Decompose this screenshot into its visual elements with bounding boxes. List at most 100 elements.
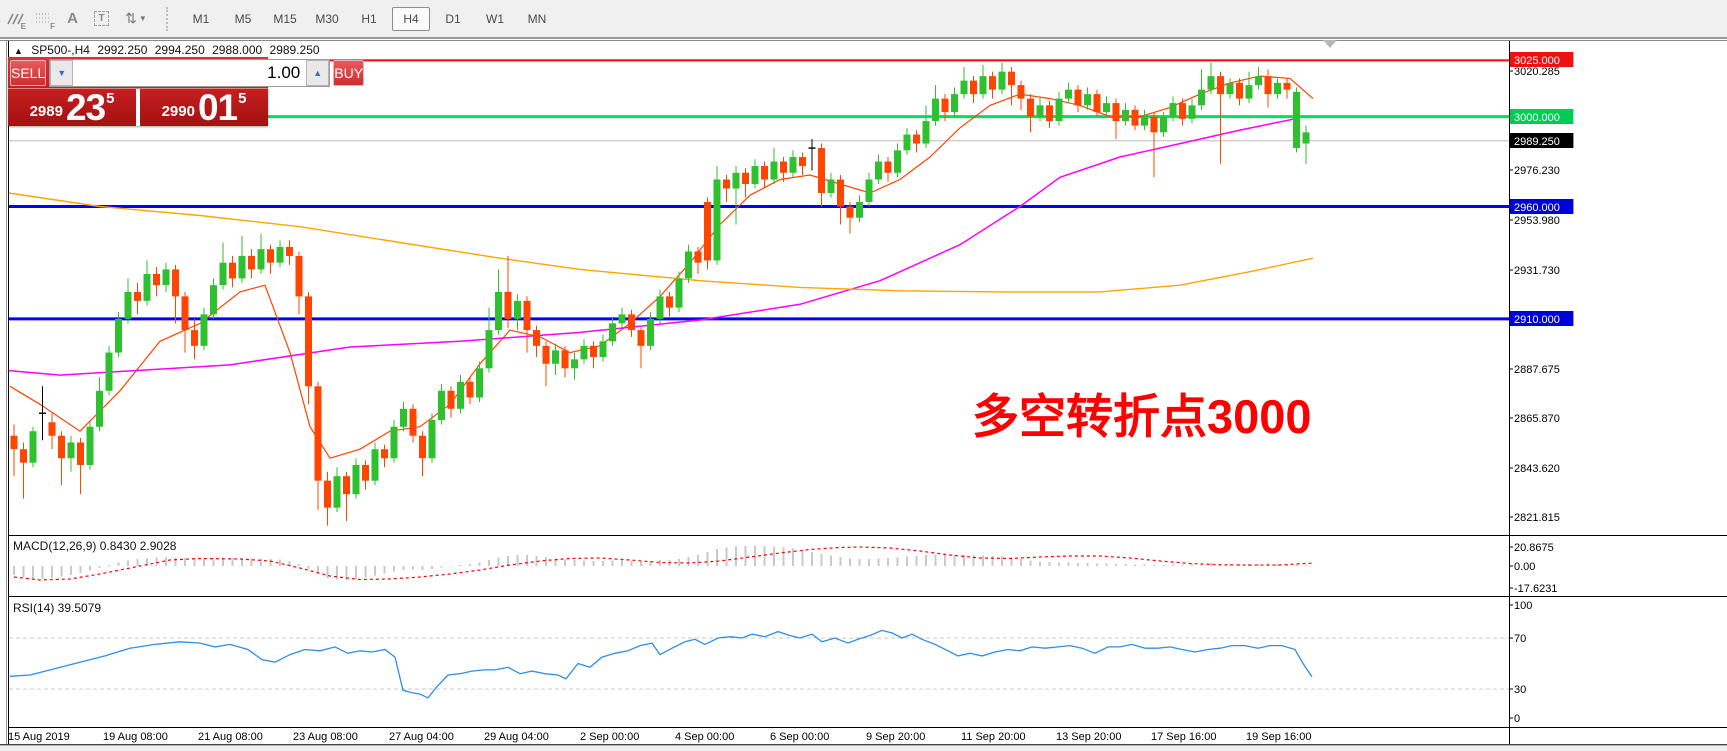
- arrange-arrows-icon[interactable]: ⇅ ▼: [125, 10, 147, 26]
- tf-button-h4[interactable]: H4: [392, 6, 430, 31]
- candle-body: [960, 80, 968, 95]
- rsi-axis-label: 70: [1514, 633, 1526, 645]
- candle-body: [29, 431, 37, 463]
- textbox-t-icon[interactable]: T: [88, 6, 115, 32]
- candle-body: [1017, 85, 1025, 99]
- candle-body: [998, 71, 1006, 90]
- candle-body: [732, 172, 740, 189]
- candle-body: [552, 350, 559, 364]
- candle-body: [713, 179, 721, 261]
- tf-button-m15[interactable]: M15: [273, 11, 297, 26]
- candle-body: [1036, 105, 1044, 117]
- candle-body: [666, 296, 673, 308]
- candle-body: [457, 381, 464, 409]
- candle-body: [1302, 132, 1310, 144]
- price-axis-label: 2953.980: [1514, 215, 1560, 227]
- time-axis-label: 6 Sep 00:00: [770, 731, 829, 743]
- candle-body: [1207, 76, 1215, 90]
- text-a-icon[interactable]: A: [67, 10, 78, 27]
- candle-body: [1169, 103, 1177, 117]
- candle-body: [1055, 98, 1063, 122]
- price-badge-label: 2910.000: [1514, 314, 1560, 326]
- price-badge-label: 3000.000: [1514, 112, 1560, 124]
- ma-fast-orangered[interactable]: [9, 75, 1314, 459]
- candle-body: [694, 251, 702, 263]
- time-axis-label: 19 Sep 16:00: [1246, 731, 1311, 743]
- tf-button-mn[interactable]: MN: [527, 11, 547, 26]
- candle-body: [1027, 98, 1034, 117]
- macd-axis-label: 20.8675: [1514, 542, 1554, 554]
- candle-body: [134, 291, 141, 301]
- tf-button-m30[interactable]: M30: [315, 11, 339, 26]
- time-axis-label: 13 Sep 20:00: [1056, 731, 1121, 743]
- lot-increase-button[interactable]: ▲: [306, 60, 330, 86]
- candle-body: [542, 345, 550, 364]
- candle-body: [400, 408, 407, 427]
- candle-body: [229, 262, 236, 279]
- candle-body: [314, 386, 322, 481]
- candle-body: [428, 420, 436, 459]
- candle-body: [932, 98, 939, 122]
- candle-body: [894, 150, 901, 173]
- lot-size-input[interactable]: [73, 60, 307, 86]
- candle-body: [96, 390, 103, 427]
- toolbar-separator: [166, 6, 174, 31]
- price-axis-label: 2887.675: [1514, 364, 1560, 376]
- candle-body: [656, 296, 664, 319]
- candle-body: [466, 381, 474, 398]
- candle-body: [913, 134, 920, 144]
- status-bar: [0, 745, 1727, 751]
- candle-body: [267, 249, 274, 263]
- candle-body: [105, 352, 113, 391]
- chart-annotation-text[interactable]: 多空转折点3000: [972, 390, 1312, 443]
- buy-price-handle: 2990: [161, 103, 195, 120]
- candle-body: [286, 246, 293, 256]
- candle-body: [143, 273, 151, 301]
- buy-price-display[interactable]: 2990 01 5: [140, 88, 268, 126]
- candle-body: [770, 161, 778, 180]
- grid-f-icon[interactable]: F: [30, 6, 57, 32]
- ohlc-open: 2992.250: [97, 43, 148, 57]
- candle-body: [827, 179, 835, 194]
- tf-button-m1[interactable]: M1: [192, 11, 210, 26]
- sell-button[interactable]: SELL: [10, 60, 47, 86]
- price-axis-label: 2843.620: [1514, 463, 1560, 475]
- price-axis-label: 2865.870: [1514, 413, 1560, 425]
- lot-decrease-button[interactable]: ▼: [50, 60, 74, 86]
- candle-body: [124, 291, 132, 319]
- candle-body: [1217, 76, 1224, 95]
- price-badge: [1510, 109, 1574, 124]
- lot-spinner: ▼ ▲: [49, 59, 331, 87]
- candle-body: [523, 300, 531, 331]
- scroll-end-triangle-icon[interactable]: [1323, 40, 1337, 48]
- tf-button-w1[interactable]: W1: [486, 11, 504, 26]
- tf-button-h1[interactable]: H1: [361, 11, 377, 26]
- chart-hatch-e-icon[interactable]: E: [1, 6, 28, 32]
- candle-body: [1226, 82, 1234, 95]
- time-axis-label: 19 Aug 08:00: [103, 731, 168, 743]
- symbol-header[interactable]: ▲ SP500-,H4 2992.250 2994.250 2988.000 2…: [14, 43, 324, 57]
- candle-body: [1008, 71, 1015, 86]
- ma-slow-orange[interactable]: [8, 192, 1314, 293]
- time-axis-label: 4 Sep 00:00: [675, 731, 734, 743]
- candle-body: [1150, 116, 1158, 133]
- candle-body: [1093, 94, 1101, 113]
- ma-mid-magenta[interactable]: [8, 118, 1296, 376]
- candle-body: [1084, 94, 1091, 106]
- candle-body: [115, 318, 122, 353]
- candle-body: [514, 300, 521, 319]
- symbol-name: SP500-,H4: [31, 43, 90, 57]
- sell-price-display[interactable]: 2989 23 5: [8, 88, 136, 126]
- macd-axis-label: 0.00: [1514, 561, 1535, 573]
- time-axis-label: 11 Sep 20:00: [961, 731, 1026, 743]
- macd-signal-line: [13, 546, 1313, 581]
- candle-body: [77, 442, 84, 465]
- buy-button[interactable]: BUY: [333, 60, 365, 86]
- tf-button-d1[interactable]: D1: [445, 11, 461, 26]
- tf-button-m5[interactable]: M5: [234, 11, 252, 26]
- rsi-axis-label: 100: [1514, 600, 1532, 612]
- candle-body: [856, 201, 863, 218]
- candle-body: [324, 480, 331, 508]
- candle-body: [1245, 85, 1253, 99]
